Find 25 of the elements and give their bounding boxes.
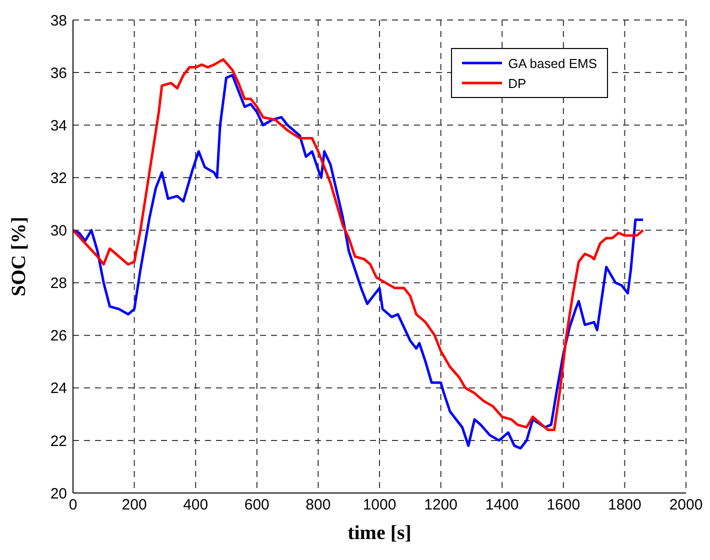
y-axis-title: SOC [%] [8,216,30,296]
y-tick-label: 38 [50,12,67,30]
y-tick-label: 30 [50,222,67,240]
x-axis-title: time [s] [348,522,412,544]
legend-label: GA based EMS [508,56,597,70]
y-tick-label: 20 [50,485,67,502]
x-tick-label: 1400 [485,496,519,514]
x-tick-label: 200 [122,496,147,514]
y-tick-label: 22 [50,432,67,450]
x-tick-label: 1800 [608,496,642,514]
y-tick-label: 26 [50,328,67,345]
y-tick-label: 32 [50,170,67,187]
y-tick-label: 34 [50,117,67,134]
y-tick-label: 24 [50,380,67,398]
x-tick-label: 1200 [424,496,458,514]
x-tick-label: 1600 [546,496,580,514]
x-tick-label: 0 [68,496,78,514]
x-tick-label: 800 [306,496,331,514]
y-tick-label: 28 [50,275,67,292]
x-tick-label: 1000 [362,496,396,514]
y-tick-label: 36 [50,64,67,82]
x-tick-label: 600 [244,496,270,514]
legend-label: DP [508,76,526,90]
x-tick-label: 400 [183,496,208,514]
x-tick-label: 2000 [669,496,703,514]
